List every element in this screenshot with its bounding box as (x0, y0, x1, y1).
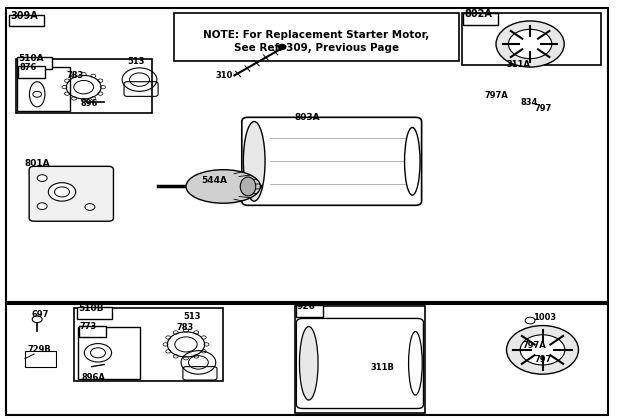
Ellipse shape (299, 326, 318, 400)
Text: 801A: 801A (25, 159, 50, 168)
Ellipse shape (186, 170, 260, 203)
Bar (6, 8, 608, 302)
Bar (25, 351, 56, 367)
Bar (77, 307, 112, 319)
Text: 926: 926 (297, 302, 316, 311)
Text: 544A: 544A (202, 176, 228, 185)
Ellipse shape (409, 331, 422, 395)
Text: 803A: 803A (294, 113, 320, 122)
Text: 797A: 797A (523, 341, 546, 350)
Bar (294, 306, 425, 413)
Bar (462, 13, 601, 65)
Bar (16, 59, 152, 113)
Text: NOTE: For Replacement Starter Motor,
See Ref. 309, Previous Page: NOTE: For Replacement Starter Motor, See… (203, 30, 429, 53)
Text: 802A: 802A (464, 9, 492, 19)
Text: 797: 797 (534, 355, 552, 364)
Circle shape (37, 175, 47, 181)
Bar (18, 66, 45, 78)
Text: 513: 513 (127, 57, 144, 66)
FancyBboxPatch shape (296, 318, 423, 409)
Text: 510B: 510B (78, 304, 104, 313)
Circle shape (508, 29, 552, 59)
Circle shape (520, 335, 565, 365)
Text: 310: 310 (216, 71, 233, 80)
Text: 513: 513 (183, 312, 200, 321)
FancyBboxPatch shape (242, 117, 422, 205)
Text: 311B: 311B (371, 363, 395, 372)
Text: eReplacementParts.com: eReplacementParts.com (225, 194, 395, 208)
Text: 309A: 309A (10, 10, 38, 21)
Circle shape (507, 326, 578, 374)
Text: 797: 797 (534, 104, 552, 114)
Text: 783: 783 (67, 71, 84, 80)
Text: 729B: 729B (27, 344, 51, 354)
Ellipse shape (241, 177, 255, 196)
Bar (79, 326, 106, 337)
Circle shape (496, 21, 564, 67)
Text: 896: 896 (81, 99, 98, 108)
Text: 510A: 510A (18, 54, 43, 63)
Bar (6, 304, 608, 415)
Circle shape (37, 203, 47, 210)
Circle shape (48, 183, 76, 201)
Bar (296, 305, 323, 317)
FancyBboxPatch shape (29, 166, 113, 221)
Circle shape (278, 44, 286, 49)
Ellipse shape (404, 127, 420, 195)
Text: 896A: 896A (82, 372, 106, 382)
Text: 783: 783 (177, 323, 194, 332)
Text: 773: 773 (80, 323, 97, 331)
Bar (78, 327, 140, 379)
Circle shape (85, 204, 95, 210)
Text: 311A: 311A (507, 60, 531, 70)
Text: 834: 834 (521, 98, 538, 107)
Text: 797A: 797A (485, 91, 508, 100)
Ellipse shape (243, 122, 265, 201)
Bar (17, 67, 70, 111)
Text: 876: 876 (19, 63, 37, 72)
Bar (9, 15, 44, 26)
Bar (74, 308, 223, 381)
Text: 697: 697 (31, 310, 48, 319)
Bar (174, 13, 459, 61)
Bar (463, 13, 498, 25)
Text: 1003: 1003 (533, 313, 556, 322)
Bar (17, 57, 52, 69)
